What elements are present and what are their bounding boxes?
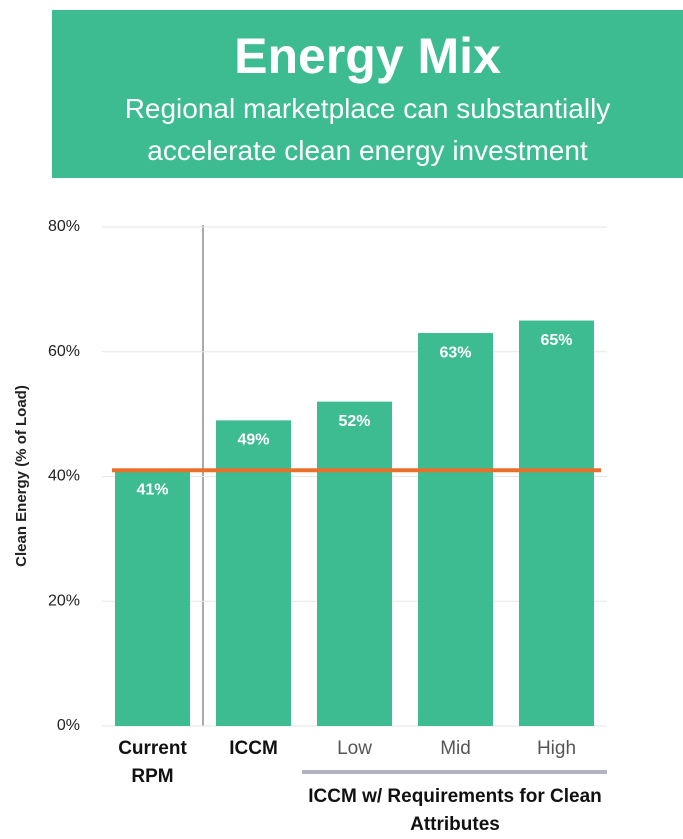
chart-subtitle: Regional marketplace can substantially a… [124, 93, 611, 166]
y-tick-label: 0% [57, 717, 80, 734]
y-tick-label: 80% [48, 218, 80, 235]
bar [216, 420, 291, 726]
x-tick-label: High [536, 738, 577, 759]
x-tick-label: ICCM [229, 738, 278, 759]
x-tick-label: Mid [440, 738, 471, 759]
bar [519, 320, 594, 726]
x-tick-label: Low [337, 738, 372, 759]
chart-title: Energy Mix [234, 28, 501, 84]
bar [115, 470, 190, 726]
y-tick-label: 40% [48, 468, 80, 485]
value-label: 52% [338, 413, 370, 430]
value-label: 49% [237, 432, 269, 449]
y-tick-label: 20% [48, 592, 80, 609]
banner: Energy Mix Regional marketplace can subs… [52, 10, 683, 178]
group-label: ICCM w/ Requirements for Clean Attribute… [308, 786, 602, 835]
value-label: 63% [439, 344, 471, 361]
y-tick-label: 60% [48, 343, 80, 360]
x-tick-label: Current RPM [118, 738, 187, 787]
bar [317, 401, 392, 726]
bar [418, 333, 493, 726]
value-label: 65% [540, 332, 572, 349]
y-axis-label: Clean Energy (% of Load) [13, 385, 30, 567]
value-label: 41% [136, 481, 168, 498]
